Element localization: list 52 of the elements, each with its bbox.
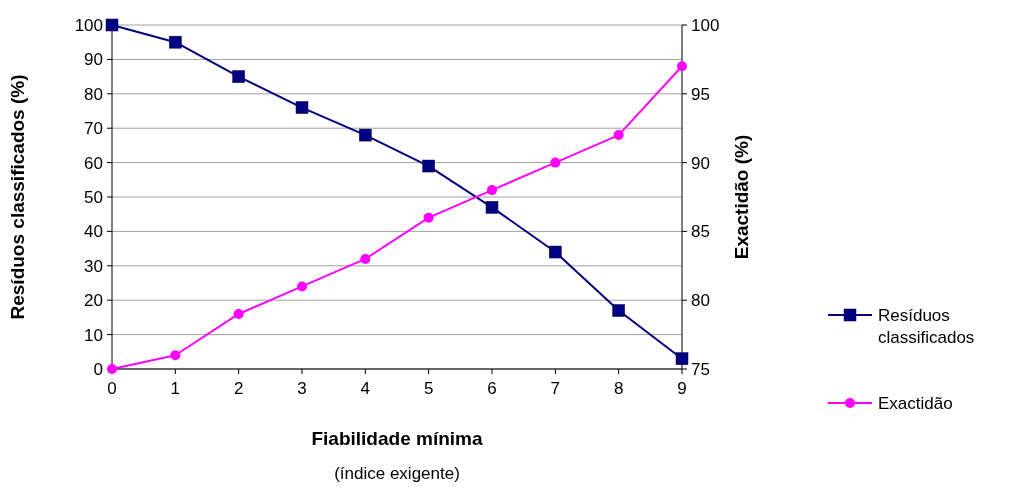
y-tick-label: 20 — [84, 291, 103, 311]
y-tick-label: 90 — [84, 50, 103, 70]
point — [170, 350, 181, 361]
x-tick-label: 3 — [297, 379, 307, 398]
y-tick-label: 50 — [84, 187, 103, 207]
y-tick-label: 40 — [84, 222, 103, 242]
x-axis-title: Fiabilidade mínima — [311, 428, 483, 449]
legend-label: Resíduos classificados — [878, 305, 975, 348]
point — [675, 352, 689, 365]
y-axis-title: Resíduos classificados (%) — [7, 74, 28, 320]
y2-tick-label: 95 — [691, 84, 710, 104]
x-tick-label: 5 — [423, 379, 434, 398]
point — [549, 245, 562, 259]
point — [613, 130, 624, 141]
y2-tick-label: 85 — [691, 222, 710, 242]
x-tick-label: 8 — [613, 379, 624, 398]
point — [360, 253, 371, 264]
x-tick-label: 1 — [170, 379, 181, 398]
point — [612, 304, 625, 317]
legend-label: Exactidão — [878, 393, 953, 413]
y2-axis-title: Exactidão (%) — [731, 134, 752, 260]
point — [550, 157, 561, 168]
y2-tick-label: 75 — [691, 359, 710, 379]
point — [297, 281, 307, 292]
x-tick-label: 7 — [550, 379, 561, 398]
y-tick-label: 60 — [84, 153, 103, 173]
point — [359, 128, 372, 142]
point — [233, 308, 244, 319]
x-tick-label: 0 — [107, 379, 117, 398]
point — [169, 35, 182, 49]
x-tick-label: 6 — [487, 379, 497, 398]
y-tick-label: 100 — [74, 15, 103, 35]
y-tick-label: 0 — [93, 359, 103, 379]
y2-tick-label: 80 — [691, 291, 710, 311]
y2-tick-label: 100 — [691, 15, 720, 35]
point — [423, 212, 434, 223]
point — [485, 201, 499, 214]
point — [105, 18, 119, 32]
text: (índice exigente) — [334, 464, 460, 483]
point — [232, 70, 245, 83]
point — [677, 61, 687, 72]
y-tick-label: 10 — [84, 325, 103, 345]
point — [422, 159, 435, 173]
point — [295, 101, 309, 114]
x-tick-label: 9 — [677, 379, 687, 398]
y-tick-label: 80 — [84, 84, 103, 104]
x-tick-label: 4 — [360, 379, 371, 398]
y-tick-label: 30 — [84, 256, 103, 276]
y-tick-label: 70 — [84, 119, 103, 139]
y2-tick-label: 90 — [691, 153, 710, 173]
x-tick-label: 2 — [233, 379, 244, 398]
point — [487, 185, 497, 196]
